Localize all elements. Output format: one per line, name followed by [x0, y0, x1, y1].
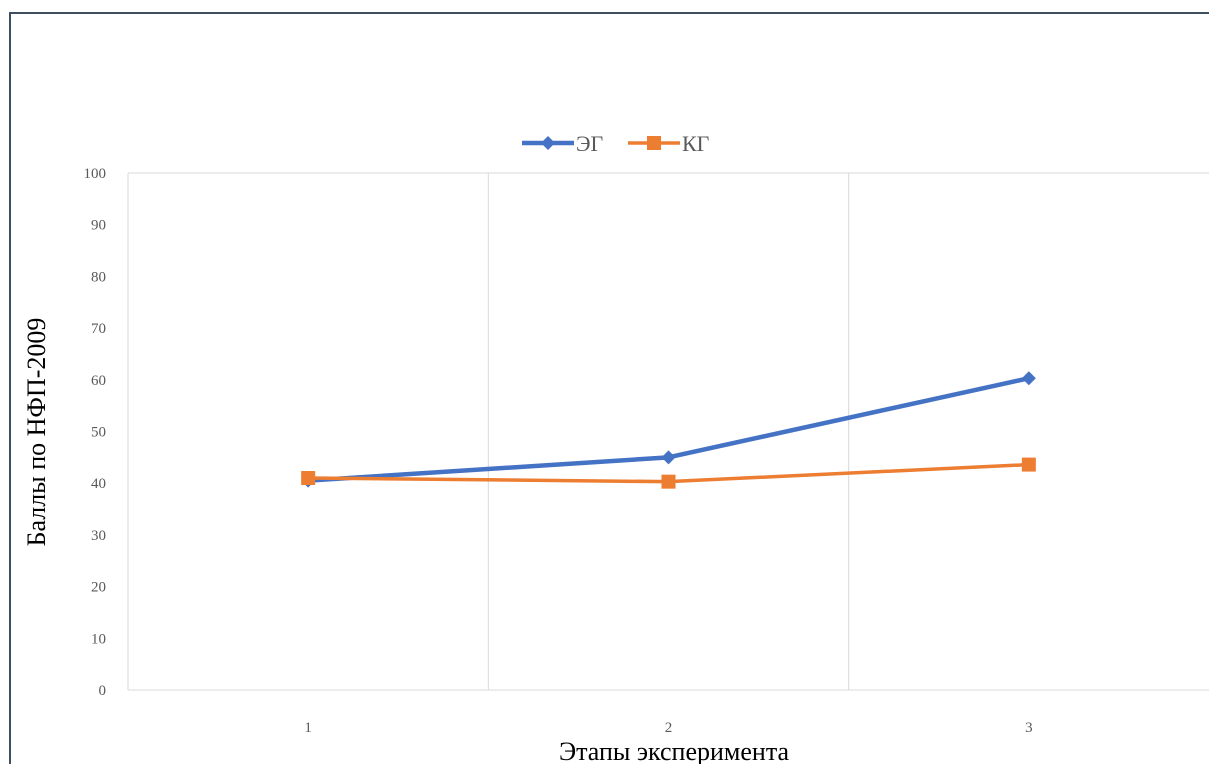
y-tick-label: 10	[91, 631, 106, 647]
y-tick-label: 60	[91, 373, 106, 389]
series-2	[301, 457, 1036, 489]
data-point	[301, 471, 316, 486]
y-axis-title: Баллы по НФП-2009	[22, 318, 51, 547]
x-axis-title: Этапы эксперимента	[559, 737, 790, 764]
legend-swatch-marker	[647, 136, 661, 150]
legend-entry: КГ	[628, 131, 710, 156]
chart-frame	[9, 12, 1209, 764]
y-tick-label: 40	[91, 476, 106, 492]
y-tick-label: 30	[91, 528, 106, 544]
data-point	[661, 450, 676, 465]
y-tick-labels: 0 10 20 30 40 50 60 70 80 90 100	[84, 166, 107, 699]
legend-label: КГ	[682, 131, 710, 156]
data-point	[1021, 371, 1036, 386]
x-tick-label: 2	[665, 720, 673, 736]
grid-lines	[127, 172, 1209, 691]
y-tick-label: 100	[84, 166, 107, 182]
y-tick-label: 70	[91, 321, 106, 337]
series-layer	[301, 371, 1036, 489]
legend-entry: ЭГ	[522, 131, 604, 156]
y-tick-label: 80	[91, 269, 106, 285]
x-tick-label: 3	[1025, 720, 1033, 736]
data-point	[1021, 457, 1036, 472]
data-point	[661, 474, 676, 489]
legend: ЭГ КГ	[522, 131, 710, 156]
legend-label: ЭГ	[576, 131, 604, 156]
series-line	[308, 376, 1030, 483]
y-tick-label: 50	[91, 425, 106, 441]
y-tick-label: 90	[91, 218, 106, 234]
x-tick-label: 1	[304, 720, 312, 736]
x-tick-labels: 1 2 3	[304, 720, 1032, 736]
legend-swatch-marker	[541, 136, 555, 150]
y-tick-label: 20	[91, 580, 106, 596]
y-tick-label: 0	[99, 683, 107, 699]
